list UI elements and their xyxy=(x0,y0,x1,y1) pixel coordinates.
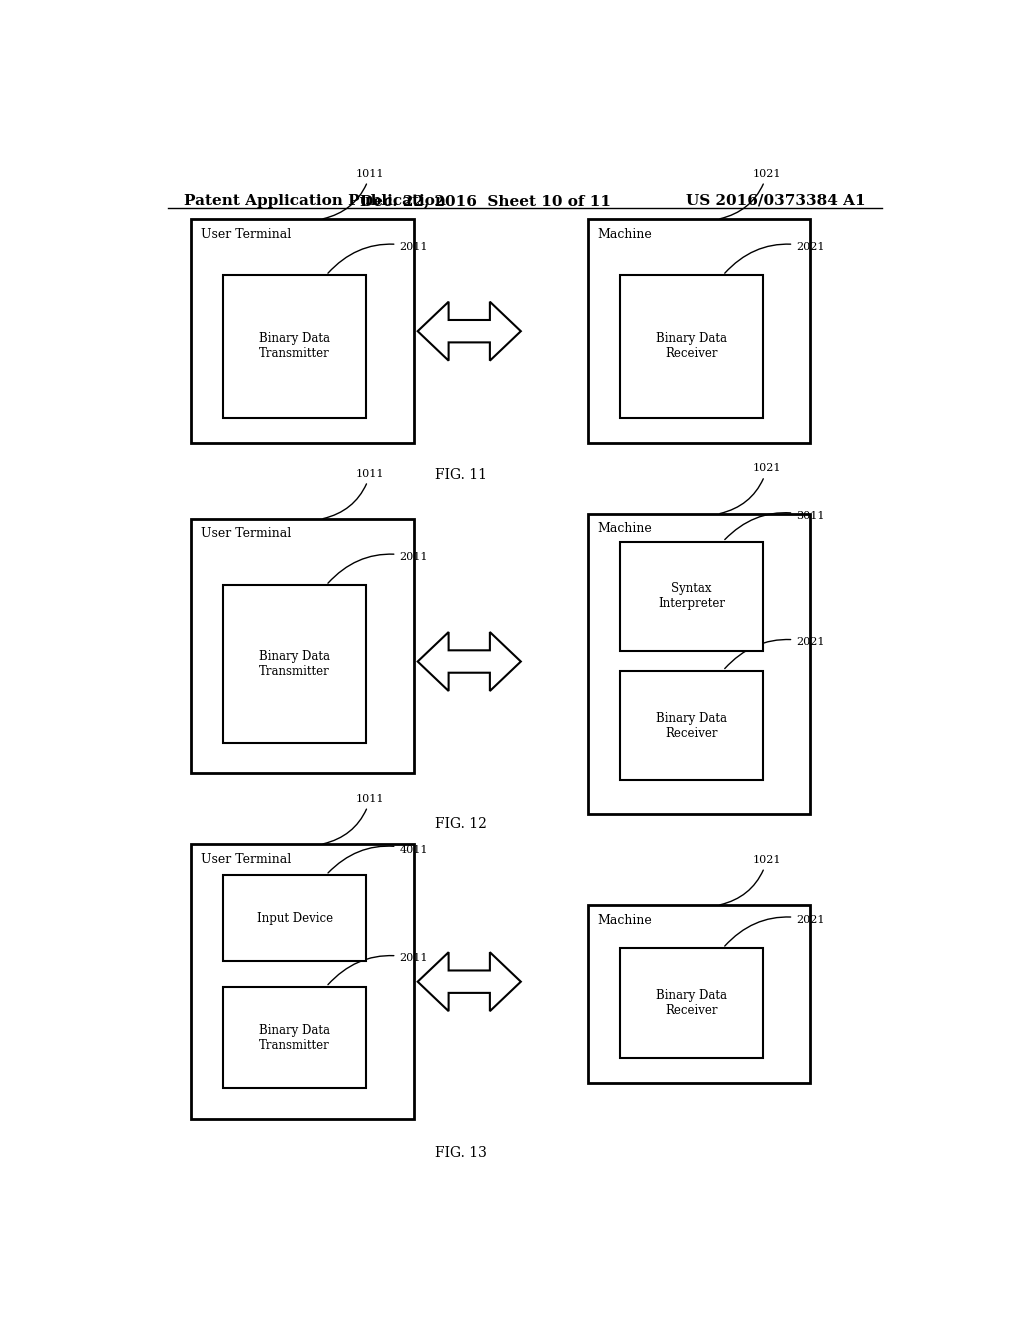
Text: Binary Data
Transmitter: Binary Data Transmitter xyxy=(259,333,330,360)
Text: Patent Application Publication: Patent Application Publication xyxy=(183,194,445,209)
FancyBboxPatch shape xyxy=(223,276,367,417)
Text: 1021: 1021 xyxy=(720,463,781,513)
Text: 2021: 2021 xyxy=(725,915,824,946)
Text: FIG. 11: FIG. 11 xyxy=(435,469,487,482)
FancyBboxPatch shape xyxy=(588,515,811,814)
FancyBboxPatch shape xyxy=(191,519,414,774)
Polygon shape xyxy=(418,302,521,360)
Text: FIG. 12: FIG. 12 xyxy=(435,817,487,832)
FancyBboxPatch shape xyxy=(620,541,763,651)
Text: Machine: Machine xyxy=(598,523,652,536)
Text: Binary Data
Receiver: Binary Data Receiver xyxy=(656,989,727,1016)
Text: User Terminal: User Terminal xyxy=(201,853,291,866)
Text: 2011: 2011 xyxy=(328,242,428,273)
Text: 2021: 2021 xyxy=(725,638,824,669)
Text: Input Device: Input Device xyxy=(257,912,333,924)
Text: Dec. 22, 2016  Sheet 10 of 11: Dec. 22, 2016 Sheet 10 of 11 xyxy=(359,194,610,209)
FancyBboxPatch shape xyxy=(620,671,763,780)
FancyBboxPatch shape xyxy=(588,219,811,444)
Text: User Terminal: User Terminal xyxy=(201,227,291,240)
Text: 1021: 1021 xyxy=(720,169,781,219)
Text: 2011: 2011 xyxy=(328,552,428,583)
Text: Binary Data
Receiver: Binary Data Receiver xyxy=(656,333,727,360)
Text: Binary Data
Transmitter: Binary Data Transmitter xyxy=(259,649,330,678)
Text: US 2016/0373384 A1: US 2016/0373384 A1 xyxy=(686,194,866,209)
Text: 1011: 1011 xyxy=(324,793,385,843)
Text: Binary Data
Receiver: Binary Data Receiver xyxy=(656,711,727,739)
Text: Binary Data
Transmitter: Binary Data Transmitter xyxy=(259,1023,330,1052)
Text: FIG. 13: FIG. 13 xyxy=(435,1146,487,1160)
Text: 1021: 1021 xyxy=(720,855,781,904)
Text: Machine: Machine xyxy=(598,227,652,240)
FancyBboxPatch shape xyxy=(191,845,414,1119)
FancyBboxPatch shape xyxy=(223,987,367,1089)
Text: User Terminal: User Terminal xyxy=(201,528,291,540)
FancyBboxPatch shape xyxy=(588,906,811,1084)
Text: Syntax
Interpreter: Syntax Interpreter xyxy=(658,582,725,610)
Text: 1011: 1011 xyxy=(324,169,385,219)
Polygon shape xyxy=(418,632,521,690)
FancyBboxPatch shape xyxy=(620,948,763,1057)
Text: 4011: 4011 xyxy=(328,845,428,873)
FancyBboxPatch shape xyxy=(620,276,763,417)
Text: 2021: 2021 xyxy=(725,242,824,273)
FancyBboxPatch shape xyxy=(191,219,414,444)
Text: 1011: 1011 xyxy=(324,469,385,519)
Polygon shape xyxy=(418,952,521,1011)
Text: 2011: 2011 xyxy=(328,953,428,985)
FancyBboxPatch shape xyxy=(223,585,367,743)
Text: Machine: Machine xyxy=(598,913,652,927)
FancyBboxPatch shape xyxy=(223,875,367,961)
Text: 3011: 3011 xyxy=(725,511,824,540)
